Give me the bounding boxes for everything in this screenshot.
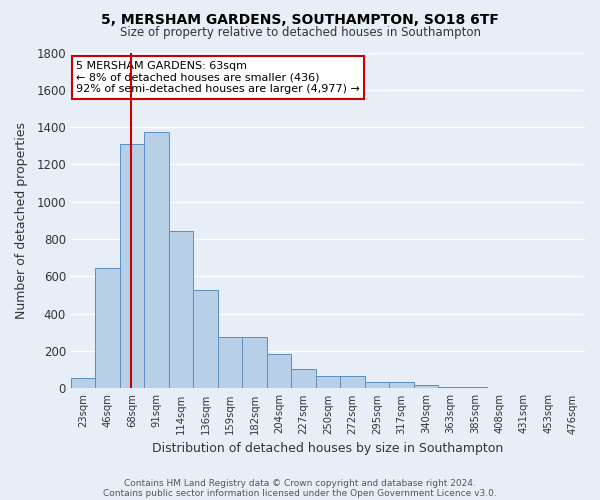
- Bar: [316, 376, 340, 388]
- X-axis label: Distribution of detached houses by size in Southampton: Distribution of detached houses by size …: [152, 442, 503, 455]
- Text: Size of property relative to detached houses in Southampton: Size of property relative to detached ho…: [119, 26, 481, 39]
- Bar: [71, 378, 95, 388]
- Bar: [169, 230, 193, 388]
- Bar: [365, 382, 389, 388]
- Bar: [95, 268, 120, 388]
- Bar: [438, 386, 463, 388]
- Bar: [218, 337, 242, 388]
- Text: Contains HM Land Registry data © Crown copyright and database right 2024.: Contains HM Land Registry data © Crown c…: [124, 478, 476, 488]
- Bar: [389, 382, 413, 388]
- Text: 5 MERSHAM GARDENS: 63sqm
← 8% of detached houses are smaller (436)
92% of semi-d: 5 MERSHAM GARDENS: 63sqm ← 8% of detache…: [76, 61, 360, 94]
- Bar: [340, 376, 365, 388]
- Bar: [145, 132, 169, 388]
- Bar: [463, 386, 487, 388]
- Bar: [267, 354, 291, 388]
- Y-axis label: Number of detached properties: Number of detached properties: [15, 122, 28, 319]
- Bar: [291, 369, 316, 388]
- Bar: [242, 337, 267, 388]
- Bar: [413, 384, 438, 388]
- Text: Contains public sector information licensed under the Open Government Licence v3: Contains public sector information licen…: [103, 488, 497, 498]
- Bar: [193, 290, 218, 388]
- Text: 5, MERSHAM GARDENS, SOUTHAMPTON, SO18 6TF: 5, MERSHAM GARDENS, SOUTHAMPTON, SO18 6T…: [101, 12, 499, 26]
- Bar: [120, 144, 145, 388]
